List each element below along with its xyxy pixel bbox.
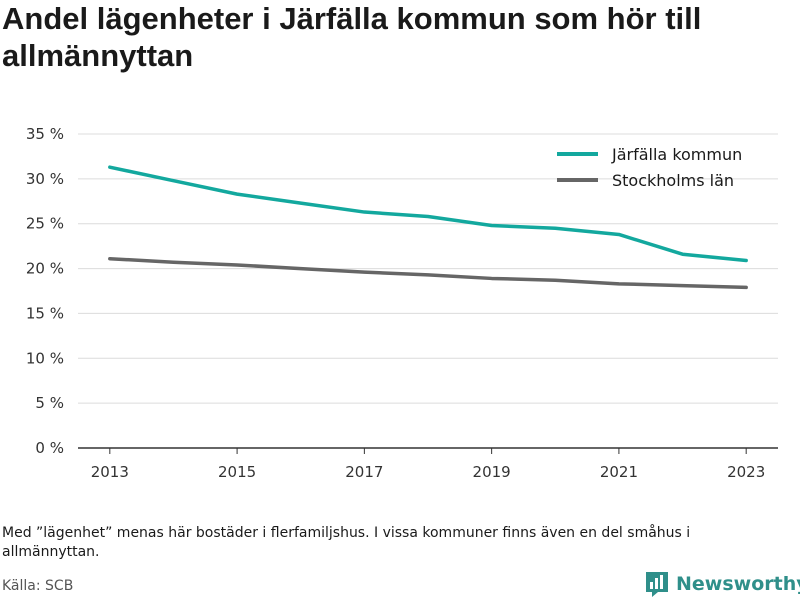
chart-title: Andel lägenheter i Järfälla kommun som h… [2,1,702,73]
series-line-1 [108,165,748,263]
y-tick-label: 0 % [35,439,64,457]
y-tick-label: 30 % [26,170,64,188]
y-axis-tick-labels: 0 % 5 % 10 % 15 % 20 % 25 % 30 % 35 % [26,125,64,457]
y-tick-label: 10 % [26,349,64,367]
x-tick-label: 2013 [91,463,129,481]
x-tick-label: 2015 [218,463,256,481]
legend-label: Stockholms län [612,171,734,190]
brand-name: Newsworthy [676,573,800,595]
y-tick-label: 35 % [26,125,64,143]
x-tick-label: 2021 [600,463,638,481]
line-chart: 0 %5 %10 %15 %20 %25 %30 %35 % 2013 2015 2… [26,125,778,481]
x-tick-label: 2023 [727,463,765,481]
y-tick-label: 5 % [35,394,64,412]
y-tick-label: 15 % [26,304,64,322]
series-line-2 [108,256,748,290]
legend-label: Järfälla kommun [611,145,742,164]
y-tick-label: 25 % [26,215,64,233]
newsworthy-logo-icon [646,572,668,597]
footnote: Med ”lägenhet” menas här bostäder i fler… [2,525,691,560]
x-tick-label: 2019 [473,463,511,481]
newsworthy-logo[interactable]: Newsworthy [644,570,800,598]
y-tick-label: 20 % [26,260,64,278]
source-note: Källa: SCB [2,578,74,594]
series-lines [108,165,748,290]
legend: Järfälla kommun Stockholms län [557,145,742,190]
gridlines [78,133,778,404]
x-axis-tick-labels: 2013 2015 2017 2019 2021 2023 [91,448,765,481]
x-tick-label: 2017 [345,463,383,481]
